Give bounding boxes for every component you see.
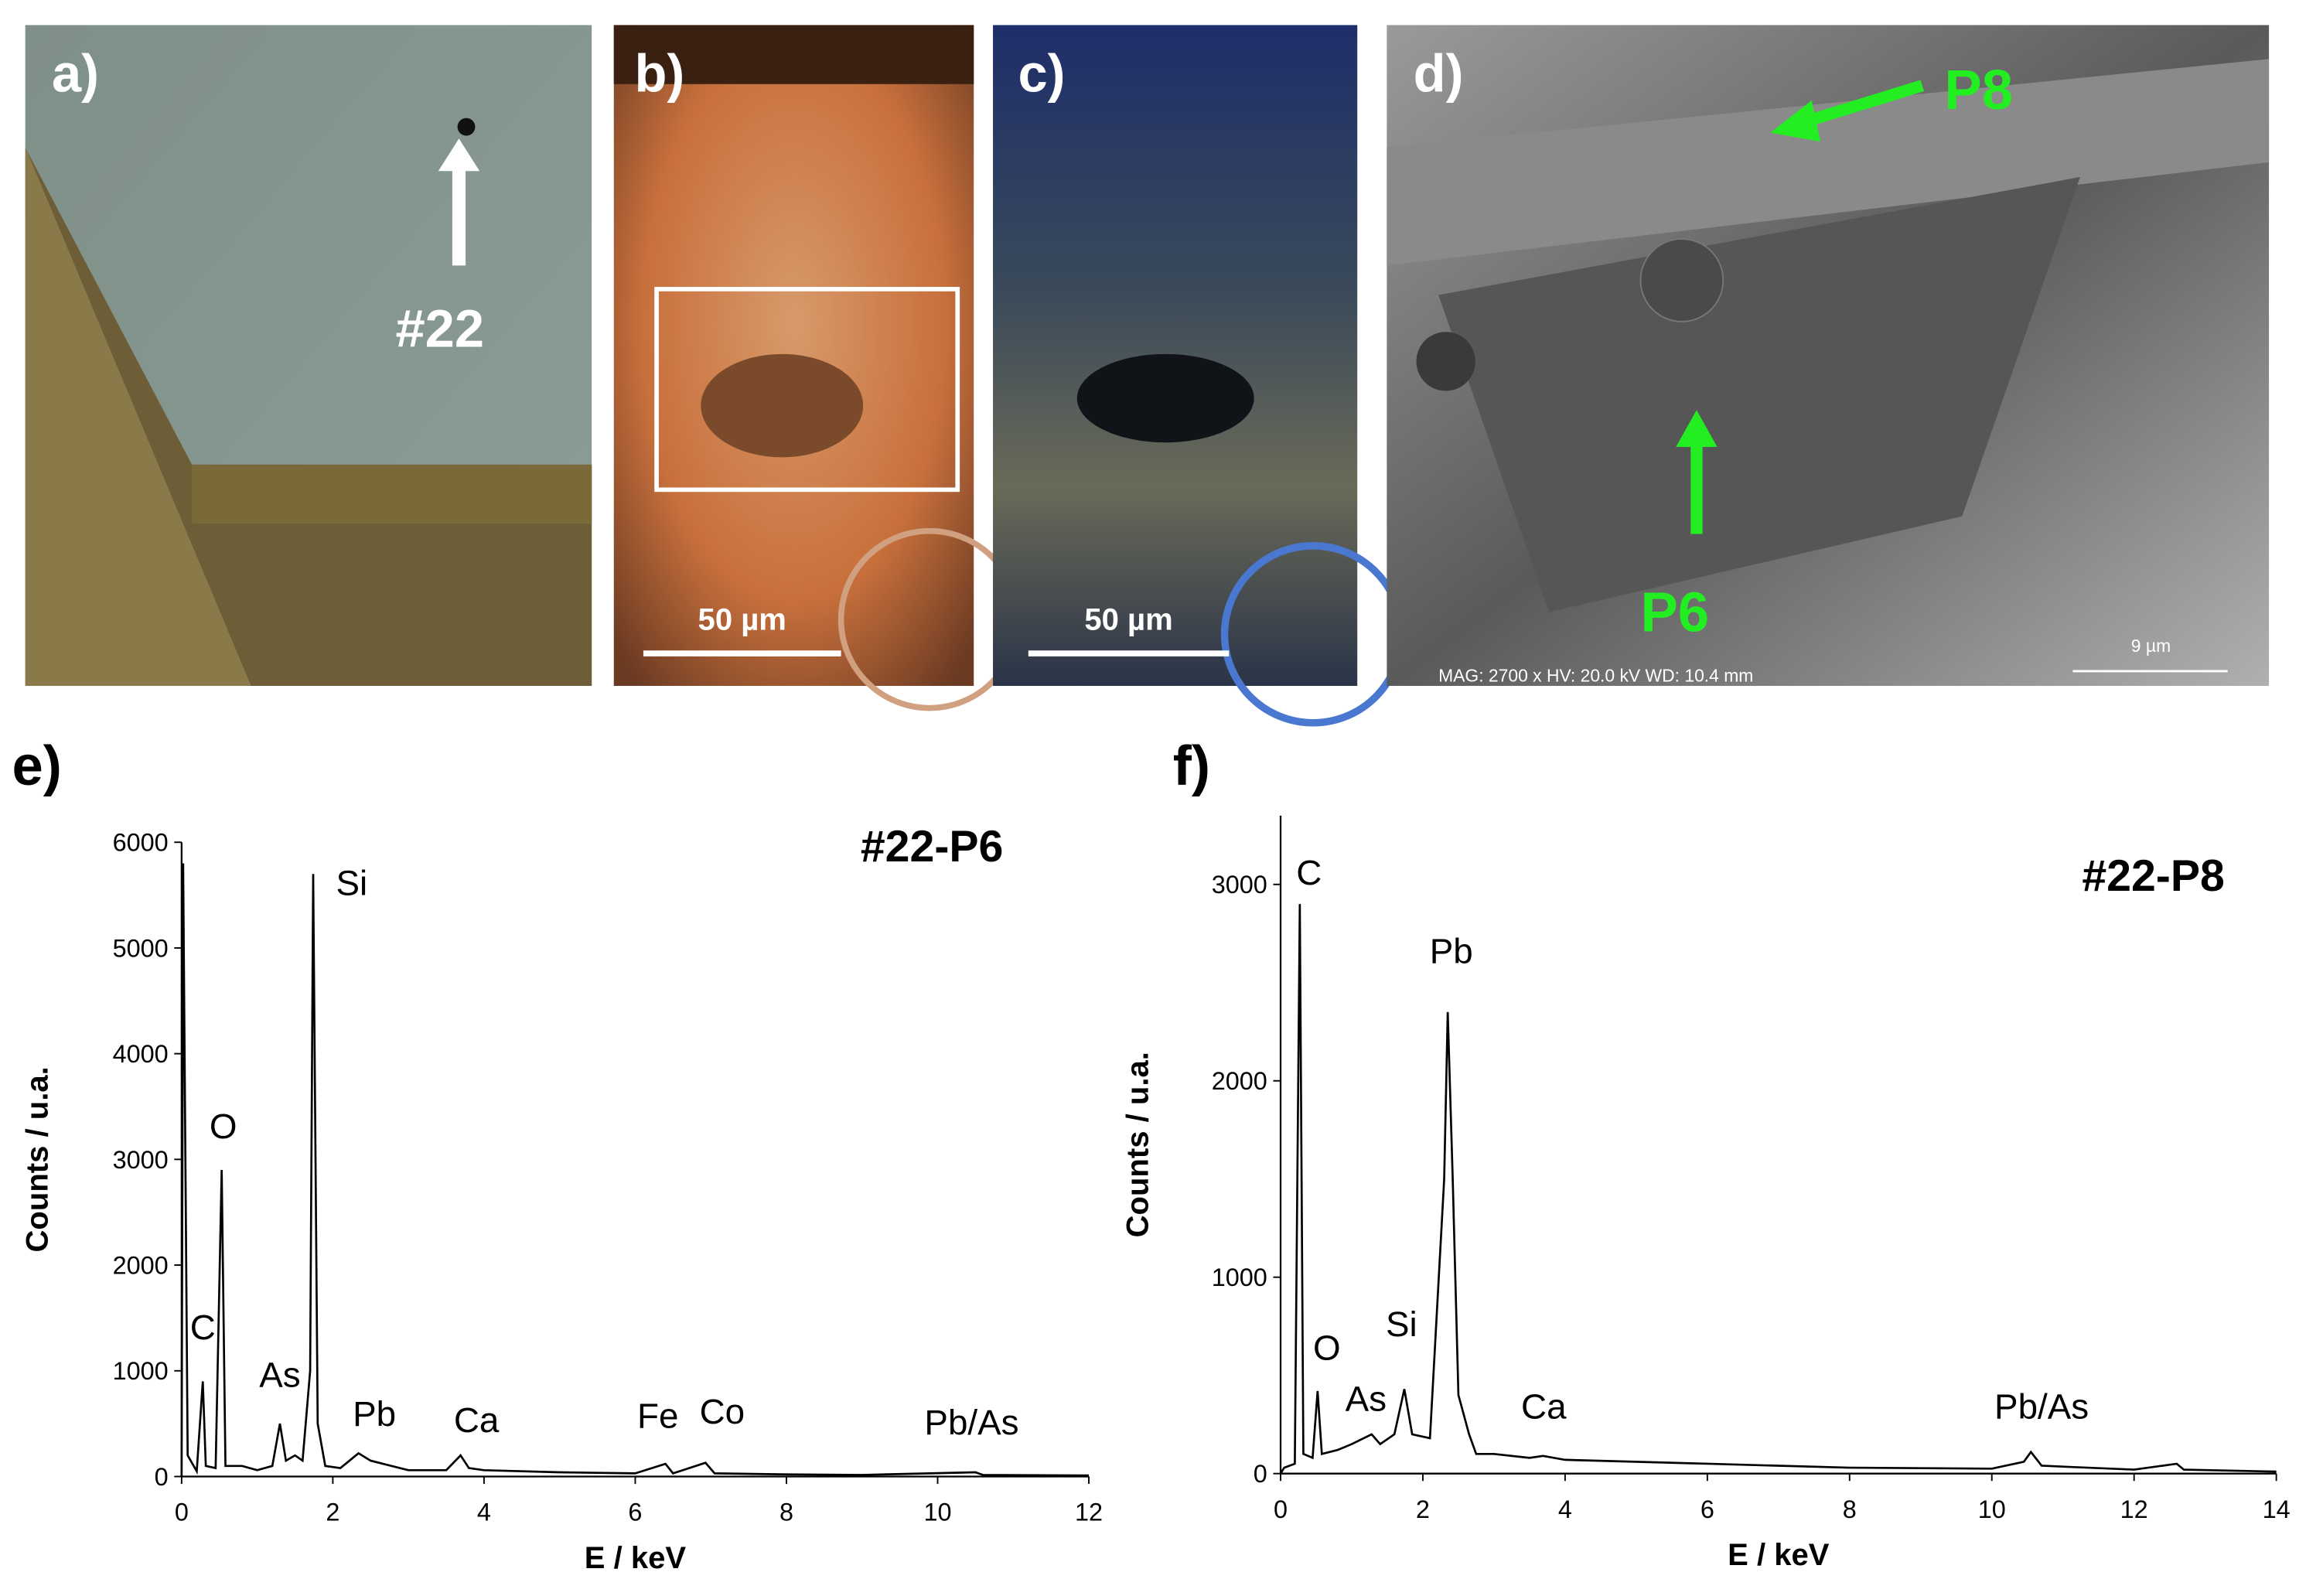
x-tick-label: 6 <box>628 1499 642 1526</box>
peak-label: C <box>1296 853 1322 892</box>
panel-label: f) <box>1173 735 1210 797</box>
panel-label: b) <box>634 43 684 103</box>
y-tick-label: 1000 <box>1212 1264 1267 1291</box>
peak-label: Co <box>700 1392 745 1431</box>
y-tick-label: 6000 <box>113 829 169 857</box>
spectrum-line <box>1279 904 2277 1475</box>
x-tick-label: 2 <box>1416 1495 1430 1523</box>
x-tick-label: 6 <box>1701 1495 1714 1523</box>
panel-label: c) <box>1018 43 1065 103</box>
chart-title: #22-P8 <box>2082 851 2225 901</box>
y-tick-label: 1000 <box>113 1357 169 1385</box>
y-tick-label: 3000 <box>1212 871 1267 899</box>
peak-label: Si <box>1386 1304 1417 1344</box>
panel-a: a) #22 <box>25 25 592 687</box>
point-label: P6 <box>1640 581 1709 643</box>
point-label: P8 <box>1944 59 2013 121</box>
peak-label: Pb <box>1430 931 1473 970</box>
y-tick-label: 3000 <box>113 1146 169 1174</box>
x-tick-label: 8 <box>779 1499 793 1526</box>
y-tick-label: 0 <box>155 1463 169 1491</box>
x-tick-label: 8 <box>1843 1495 1857 1523</box>
peak-label: Pb <box>353 1394 396 1434</box>
x-tick-label: 14 <box>2263 1495 2291 1523</box>
x-axis-title: E / keV <box>585 1541 687 1575</box>
x-tick-label: 10 <box>1978 1495 2006 1523</box>
peak-label: Ca <box>1521 1387 1567 1427</box>
x-tick-label: 0 <box>1274 1495 1288 1523</box>
panel-label: d) <box>1414 43 1464 103</box>
peak-label: Pb/As <box>924 1403 1018 1442</box>
peak-label: Ca <box>454 1400 500 1440</box>
y-tick-label: 2000 <box>1212 1067 1267 1095</box>
peak-label: Pb/As <box>1994 1387 2089 1427</box>
panel-b: b) 50 µm <box>613 25 1022 711</box>
peak-label: C <box>190 1308 216 1347</box>
y-tick-label: 5000 <box>113 934 169 962</box>
sample-tag: #22 <box>395 298 484 358</box>
scale-bar-label: 50 µm <box>1084 603 1172 637</box>
panel-label: e) <box>12 735 61 797</box>
y-tick-label: 4000 <box>113 1040 169 1068</box>
scale-bar-label: 9 µm <box>2131 636 2171 656</box>
x-axis-title: E / keV <box>1728 1538 1830 1572</box>
y-tick-label: 0 <box>1254 1460 1267 1488</box>
x-tick-label: 10 <box>923 1499 951 1526</box>
y-tick-label: 2000 <box>113 1252 169 1280</box>
peak-label: Fe <box>637 1396 678 1436</box>
panel-c: c) 50 µm <box>993 25 1406 727</box>
peak-label: As <box>1346 1379 1387 1418</box>
peak-label: As <box>259 1355 300 1394</box>
x-tick-label: 2 <box>326 1499 339 1526</box>
panel-label: a) <box>52 43 99 103</box>
peak-label: O <box>1313 1328 1341 1367</box>
x-tick-label: 4 <box>477 1499 491 1526</box>
spectrum-line <box>180 863 1090 1477</box>
x-tick-label: 0 <box>175 1499 189 1526</box>
x-tick-label: 12 <box>2120 1495 2148 1523</box>
scale-bar-label: 50 µm <box>698 603 786 637</box>
y-axis-title: Counts / u.a. <box>1121 1052 1155 1237</box>
peak-label: O <box>210 1107 237 1146</box>
sem-info: MAG: 2700 x HV: 20.0 kV WD: 10.4 mm <box>1438 665 1753 685</box>
x-tick-label: 4 <box>1558 1495 1572 1523</box>
y-axis-title: Counts / u.a. <box>20 1066 54 1252</box>
chart-title: #22-P6 <box>861 822 1004 871</box>
panel-d: d) P8 P6 MAG: 2700 x HV: 20.0 kV WD: 10.… <box>1387 25 2270 687</box>
peak-label: Si <box>336 864 367 903</box>
x-tick-label: 12 <box>1075 1499 1103 1526</box>
